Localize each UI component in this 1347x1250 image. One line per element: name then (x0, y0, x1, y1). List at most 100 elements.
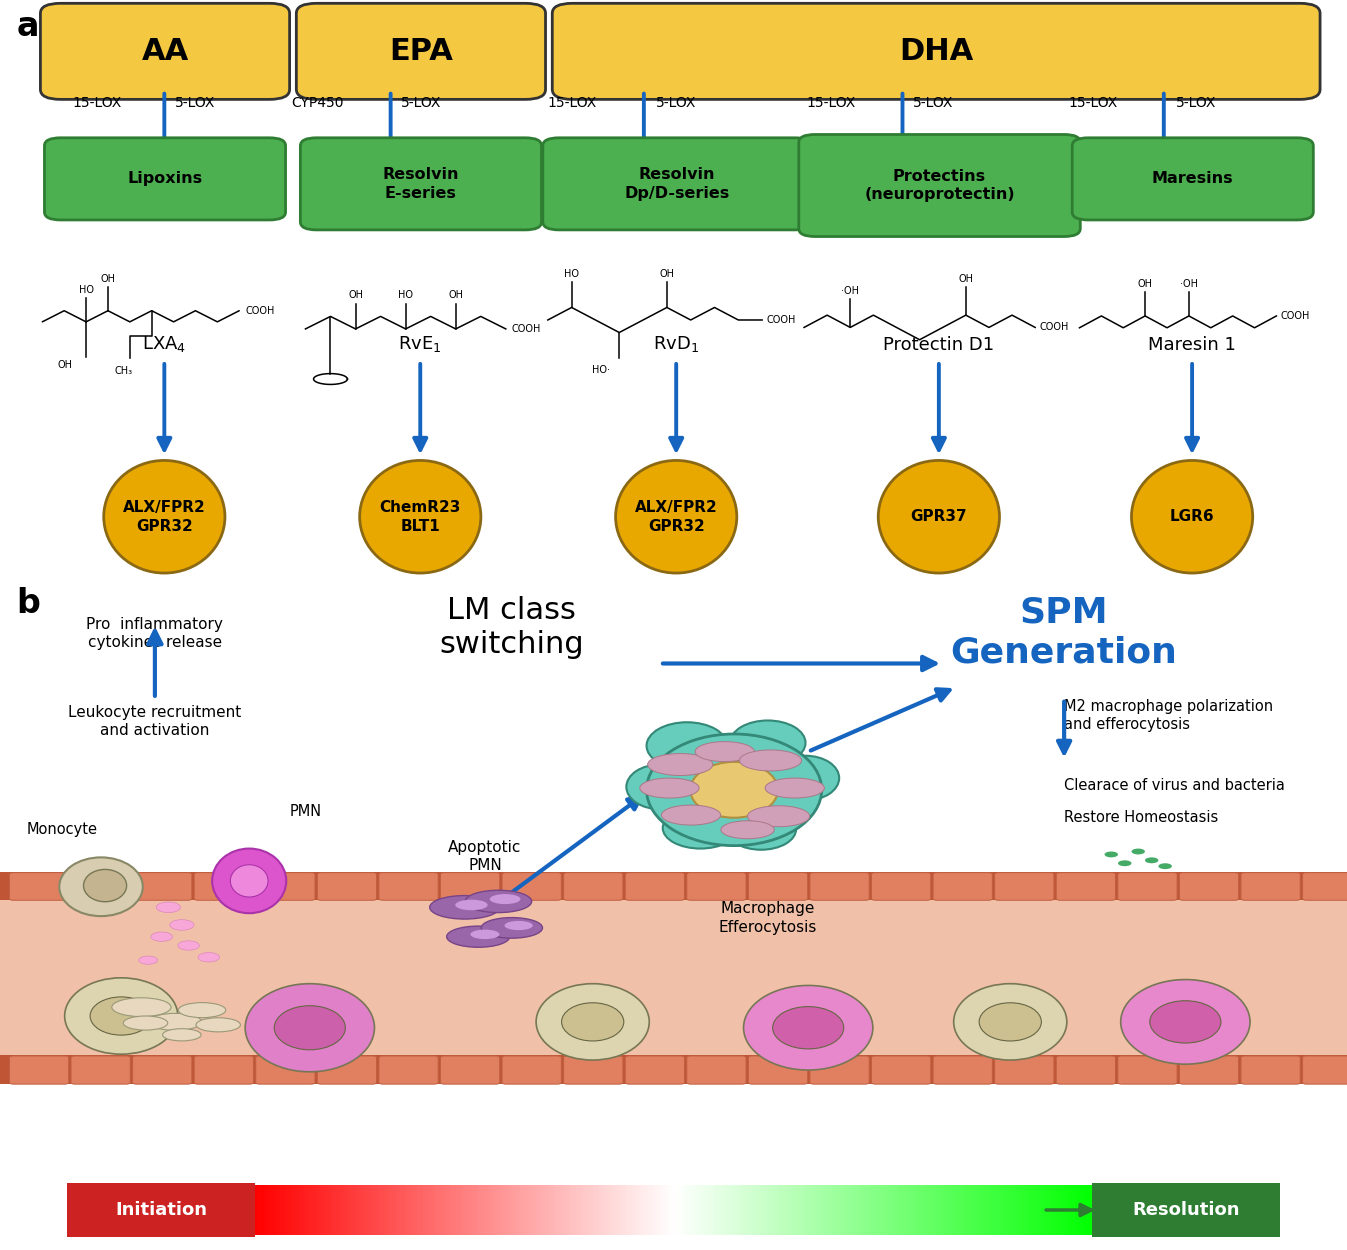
Bar (379, 1185, 383, 1235)
Bar (723, 1185, 729, 1235)
Text: PMN: PMN (290, 804, 322, 819)
Bar (890, 1185, 896, 1235)
Bar (947, 1185, 952, 1235)
Text: LM class
switching: LM class switching (439, 596, 585, 659)
Text: EPA: EPA (389, 36, 453, 66)
Bar (559, 1185, 564, 1235)
Bar (484, 1185, 489, 1235)
Bar (572, 1185, 578, 1235)
Bar (447, 1185, 453, 1235)
Bar (481, 1185, 486, 1235)
Bar (478, 1185, 484, 1235)
Text: b: b (16, 588, 40, 620)
Ellipse shape (648, 754, 713, 775)
Bar (986, 1185, 991, 1235)
Ellipse shape (148, 1014, 202, 1030)
Bar (900, 1185, 905, 1235)
Ellipse shape (178, 1003, 226, 1018)
Bar (590, 1185, 595, 1235)
Bar (277, 1185, 283, 1235)
Bar (264, 1185, 269, 1235)
Bar (757, 1185, 762, 1235)
Ellipse shape (721, 821, 775, 839)
Bar (492, 1185, 497, 1235)
Bar (997, 1185, 1002, 1235)
Ellipse shape (663, 808, 738, 849)
Bar (598, 1185, 603, 1235)
FancyBboxPatch shape (749, 872, 808, 900)
Bar (919, 1185, 924, 1235)
Text: ChemR23
BLT1: ChemR23 BLT1 (380, 500, 461, 534)
Text: OH: OH (348, 290, 364, 300)
Bar (504, 1185, 509, 1235)
Bar (1064, 1185, 1070, 1235)
Bar (952, 1185, 958, 1235)
Bar (540, 1185, 546, 1235)
Circle shape (170, 920, 194, 930)
Bar (601, 1185, 606, 1235)
Bar (626, 1185, 632, 1235)
Bar (272, 1185, 277, 1235)
FancyBboxPatch shape (1118, 1056, 1177, 1084)
Bar (1053, 1185, 1057, 1235)
FancyBboxPatch shape (256, 1056, 315, 1084)
Bar (978, 1185, 983, 1235)
Bar (880, 1185, 885, 1235)
Bar (1036, 1185, 1041, 1235)
Bar (259, 1185, 263, 1235)
Bar (799, 1185, 804, 1235)
Bar (306, 1185, 311, 1235)
Bar (606, 1185, 612, 1235)
Bar (629, 1185, 634, 1235)
Bar (1005, 1185, 1010, 1235)
Bar (0, 872, 1347, 1084)
Bar (1017, 1185, 1021, 1235)
Bar (280, 1185, 286, 1235)
Bar (551, 1185, 556, 1235)
Bar (372, 1185, 377, 1235)
Text: CH₃: CH₃ (114, 366, 132, 376)
Bar (345, 1185, 350, 1235)
Bar (994, 1185, 999, 1235)
Bar (453, 1185, 458, 1235)
Bar (634, 1185, 640, 1235)
Bar (665, 1185, 671, 1235)
Bar (376, 1185, 380, 1235)
Bar (267, 1185, 272, 1235)
Bar (348, 1185, 353, 1235)
Bar (501, 1185, 506, 1235)
Circle shape (1145, 858, 1158, 864)
FancyBboxPatch shape (132, 1056, 191, 1084)
Ellipse shape (744, 985, 873, 1070)
Bar (838, 1185, 843, 1235)
Bar (702, 1185, 707, 1235)
FancyBboxPatch shape (1091, 1182, 1280, 1238)
Bar (679, 1185, 684, 1235)
Ellipse shape (104, 460, 225, 572)
Bar (754, 1185, 760, 1235)
Bar (788, 1185, 793, 1235)
Bar (496, 1185, 500, 1235)
Bar (796, 1185, 801, 1235)
Bar (311, 1185, 317, 1235)
Bar (655, 1185, 659, 1235)
Bar (462, 1185, 467, 1235)
Bar (921, 1185, 927, 1235)
Bar (436, 1185, 442, 1235)
Bar (423, 1185, 428, 1235)
Bar (1022, 1185, 1028, 1235)
Bar (793, 1185, 799, 1235)
Bar (682, 1185, 687, 1235)
Text: COOH: COOH (247, 306, 275, 316)
Text: SPM
Generation: SPM Generation (951, 596, 1177, 669)
Bar (405, 1185, 411, 1235)
Bar (579, 1185, 583, 1235)
Bar (515, 1185, 520, 1235)
Text: AA: AA (141, 36, 189, 66)
Bar (609, 1185, 614, 1235)
Text: GPR37: GPR37 (911, 509, 967, 524)
Bar (275, 1185, 280, 1235)
Bar (989, 1185, 994, 1235)
Bar (1075, 1185, 1080, 1235)
Text: Resolvin
E-series: Resolvin E-series (383, 168, 459, 201)
